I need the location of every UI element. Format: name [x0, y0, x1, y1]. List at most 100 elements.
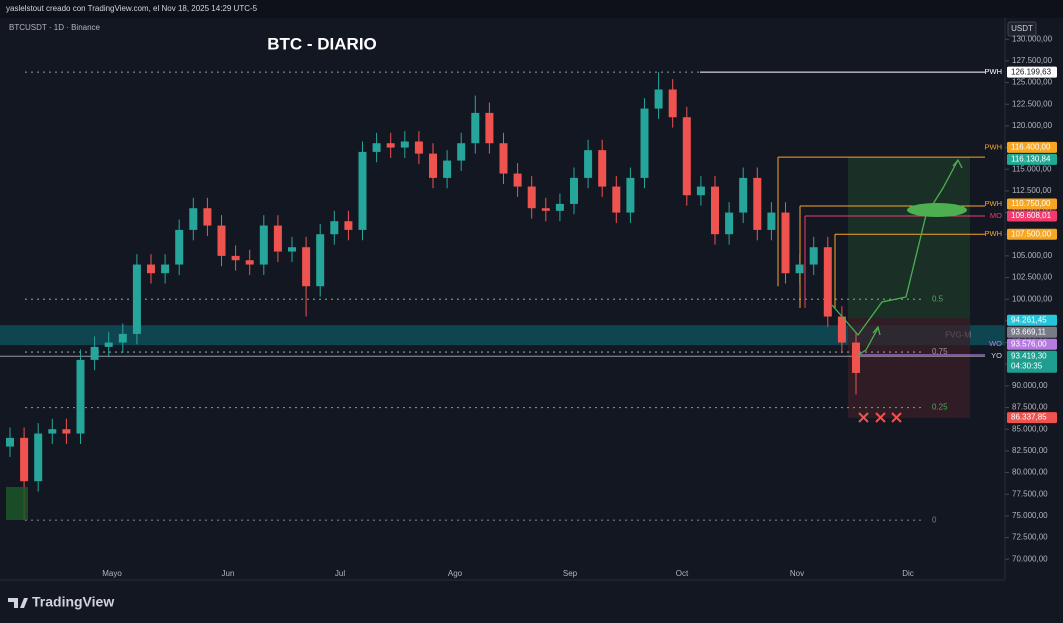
- candle-body: [668, 89, 677, 118]
- y-tick-label: 115.000,00: [1012, 164, 1052, 173]
- candle-body: [6, 437, 14, 447]
- candle-body: [457, 143, 466, 161]
- price-badge: [1007, 141, 1057, 153]
- candle-body: [48, 429, 57, 434]
- candle-body: [386, 143, 395, 148]
- candle-body: [570, 177, 578, 204]
- price-badge: [1007, 338, 1057, 350]
- y-tick-label: 77.500,00: [1012, 489, 1048, 498]
- candle-body: [259, 225, 268, 265]
- level-name: PWH: [985, 199, 1003, 208]
- candle-body: [429, 153, 437, 178]
- candle-body: [302, 247, 311, 287]
- zone: [0, 325, 1005, 346]
- price-badge-label: 94.261,45: [1011, 315, 1047, 324]
- candle-body: [161, 264, 170, 274]
- y-tick-label: 75.000,00: [1012, 511, 1048, 520]
- candle-body: [837, 316, 846, 343]
- x-marks: [858, 412, 902, 423]
- candle-body: [443, 160, 452, 178]
- y-tick-label: 82.500,00: [1012, 446, 1048, 455]
- candle-body: [852, 342, 860, 373]
- level-name: PWH: [985, 142, 1003, 151]
- price-badge-label: 126.199,63: [1011, 67, 1052, 76]
- candle-body: [147, 264, 155, 274]
- y-tick-label: 80.000,00: [1012, 468, 1048, 477]
- x-tick-label: Dic: [902, 569, 914, 578]
- y-tick-label: 125.000,00: [1012, 78, 1053, 87]
- candle-body: [555, 203, 564, 211]
- price-badge: [1007, 326, 1057, 338]
- currency: USDT: [1011, 24, 1033, 33]
- candle-body: [471, 112, 480, 144]
- price-badge: [1007, 198, 1057, 210]
- candle-body: [344, 221, 353, 230]
- candle-body: [767, 212, 776, 230]
- y-tick-label: 130.000,00: [1012, 34, 1053, 43]
- logo-mark: [8, 598, 28, 608]
- candle-body: [640, 108, 649, 178]
- candle-body: [189, 208, 198, 230]
- candle-body: [485, 112, 494, 144]
- level-name: MO: [990, 211, 1002, 220]
- caption-bar: [0, 0, 1063, 18]
- candle-body: [527, 186, 536, 209]
- candle-body: [696, 186, 705, 196]
- price-badge: [1007, 412, 1057, 424]
- candle-body: [682, 117, 691, 196]
- x-tick-label: Oct: [676, 569, 689, 578]
- price-badges: 126.199,63 PWH 116.400,00 PWH 116.130,84 110.…: [985, 66, 1057, 424]
- currency-box: [1007, 21, 1037, 37]
- y-tick-label: 85.000,00: [1012, 424, 1048, 433]
- caption: yaslelstout creado con TradingView.com, …: [6, 4, 258, 13]
- x-tick-label: Mayo: [102, 569, 122, 578]
- candle-body: [288, 247, 296, 252]
- projection-path: [857, 327, 879, 356]
- brand: TradingView: [32, 594, 114, 610]
- price-badge: [1007, 350, 1057, 373]
- price-badge-label: 93.576,00: [1011, 339, 1047, 348]
- candle-body: [231, 255, 240, 261]
- y-tick-label: 105.000,00: [1012, 251, 1053, 260]
- candle-body: [781, 212, 790, 274]
- candle-body: [598, 150, 607, 187]
- x-tick-label: Nov: [790, 569, 804, 578]
- price-badge: [1007, 153, 1057, 165]
- projection: [831, 158, 963, 356]
- projection-path: [831, 159, 959, 337]
- candle-body: [809, 247, 818, 265]
- price-badge-label: 109.608,01: [1011, 211, 1052, 220]
- price-badge-label: 86.337,85: [1011, 413, 1047, 422]
- y-tick-label: 122.500,00: [1012, 99, 1053, 108]
- level-name: YO: [991, 351, 1002, 360]
- x-mark: [858, 412, 902, 423]
- candle-body: [725, 212, 734, 235]
- y-tick-label: 72.500,00: [1012, 533, 1048, 542]
- y-tick-label: 127.500,00: [1012, 56, 1053, 65]
- level-name: WO: [989, 339, 1002, 348]
- fib-label: 0: [932, 515, 937, 524]
- candle-body: [20, 437, 29, 482]
- candle-body: [541, 208, 550, 211]
- candle-body: [499, 143, 508, 174]
- candle-body: [626, 177, 635, 213]
- x-tick-label: Jun: [222, 569, 235, 578]
- candle-body: [62, 429, 71, 434]
- box: [6, 487, 28, 520]
- target-ellipse: [907, 203, 967, 217]
- fib-label: 0.75: [932, 347, 948, 356]
- time-axis: Mayo Jun Jul Ago Sep Oct Nov Dic: [102, 569, 914, 578]
- x-tick-label: Sep: [563, 569, 578, 578]
- candle-body: [654, 89, 663, 109]
- y-tick-label: 90.000,00: [1012, 381, 1048, 390]
- candle-body: [203, 208, 212, 226]
- candle-body: [795, 264, 804, 274]
- candle-body: [372, 143, 381, 152]
- candle-body: [273, 225, 282, 252]
- y-tick-label: 100.000,00: [1012, 294, 1053, 303]
- y-tick-label: 70.000,00: [1012, 554, 1048, 563]
- y-tick-label: 120.000,00: [1012, 121, 1053, 130]
- price-badge-label: 93.669,11: [1011, 327, 1047, 336]
- y-tick-label: 87.500,00: [1012, 403, 1048, 412]
